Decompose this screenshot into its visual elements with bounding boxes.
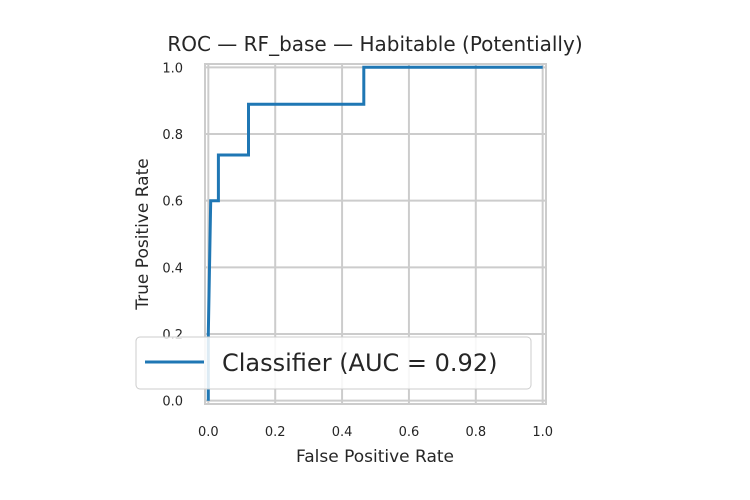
chart-title: ROC — RF_base — Habitable (Potentially) xyxy=(167,32,582,56)
legend: Classifier (AUC = 0.92) xyxy=(135,336,532,390)
y-tick-label: 0.0 xyxy=(162,395,183,410)
roc-curve xyxy=(206,65,543,401)
x-tick-labels: 0.0 0.2 0.4 0.6 0.8 1.0 xyxy=(198,425,553,440)
x-tick-label: 0.0 xyxy=(198,425,219,440)
series-layer xyxy=(206,65,543,401)
y-axis-label: True Positive Rate xyxy=(133,158,153,310)
legend-box xyxy=(135,336,532,390)
x-tick-label: 0.8 xyxy=(465,425,486,440)
x-tick-label: 0.6 xyxy=(399,425,420,440)
y-tick-label: 0.8 xyxy=(162,128,183,143)
y-tick-label: 1.0 xyxy=(162,61,183,76)
x-tick-label: 1.0 xyxy=(532,425,553,440)
x-tick-label: 0.4 xyxy=(332,425,353,440)
y-tick-label: 0.6 xyxy=(162,195,183,210)
x-tick-label: 0.2 xyxy=(265,425,286,440)
legend-label: Classifier (AUC = 0.92) xyxy=(222,349,497,377)
x-axis-label: False Positive Rate xyxy=(296,447,454,467)
grid xyxy=(205,64,546,404)
y-tick-label: 0.4 xyxy=(162,261,183,276)
plot-frame xyxy=(204,63,547,405)
